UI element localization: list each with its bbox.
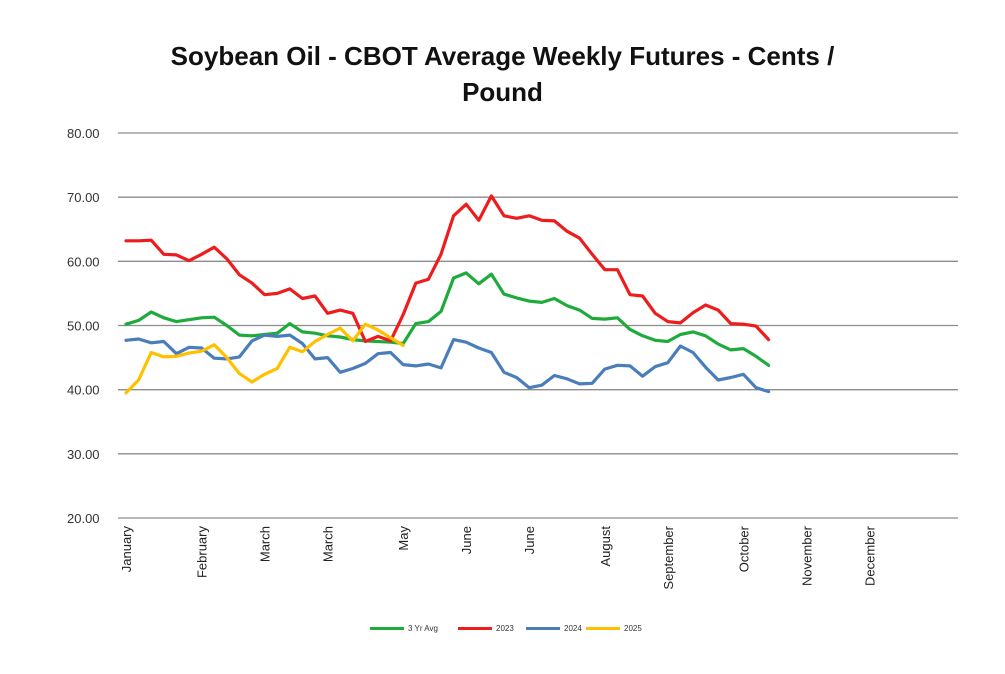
x-axis-tick-labels: January February March March May June June Augu… [119,525,877,589]
series-line [124,333,771,394]
x-tick-label: June [459,526,474,554]
series-3-yr-avg [124,271,771,367]
gridlines [118,132,958,519]
legend-item: 3 Yr Avg [370,618,438,638]
series-line [124,194,771,344]
chart-title-line-2: Pound [462,77,543,107]
y-tick-label: 40.00 [67,383,100,398]
series-line [124,271,771,367]
chart-title: Soybean Oil - CBOT Average Weekly Future… [0,38,1005,110]
x-tick-label: November [799,525,814,586]
legend-label: 2024 [564,623,582,633]
legend-swatch [526,626,560,630]
legend-label: 2025 [624,623,642,633]
legend-swatch [458,626,492,630]
x-tick-label: December [862,525,877,586]
series-2023 [124,194,771,344]
x-tick-label: February [195,526,210,579]
series-2025 [124,322,405,395]
chart-title-line-1: Soybean Oil - CBOT Average Weekly Future… [170,41,835,71]
x-tick-label: January [119,526,134,573]
series-2024 [124,333,771,394]
legend-item: 2024 [526,618,582,638]
y-tick-label: 20.00 [67,511,100,526]
legend-item: 2023 [458,618,514,638]
series-lines [124,194,771,395]
legend-label: 3 Yr Avg [408,623,438,633]
y-tick-label: 80.00 [67,126,100,141]
legend-label: 2023 [496,623,514,633]
legend-swatch [586,626,620,630]
y-axis-tick-labels: 20.00 30.00 40.00 50.00 60.00 70.00 80.00 [67,126,100,526]
y-tick-label: 60.00 [67,254,100,269]
y-tick-label: 50.00 [67,319,100,334]
legend: 3 Yr Avg 2023 2024 2025 [0,618,1005,638]
x-tick-label: March [321,526,336,562]
y-tick-label: 70.00 [67,190,100,205]
x-tick-label: June [522,526,537,554]
y-tick-label: 30.00 [67,447,100,462]
x-tick-label: March [258,526,273,562]
legend-swatch [370,626,404,630]
x-tick-label: August [598,526,613,567]
legend-item: 2025 [586,618,642,638]
x-tick-label: May [396,526,411,551]
x-tick-label: September [661,525,676,589]
x-tick-label: October [736,525,751,572]
